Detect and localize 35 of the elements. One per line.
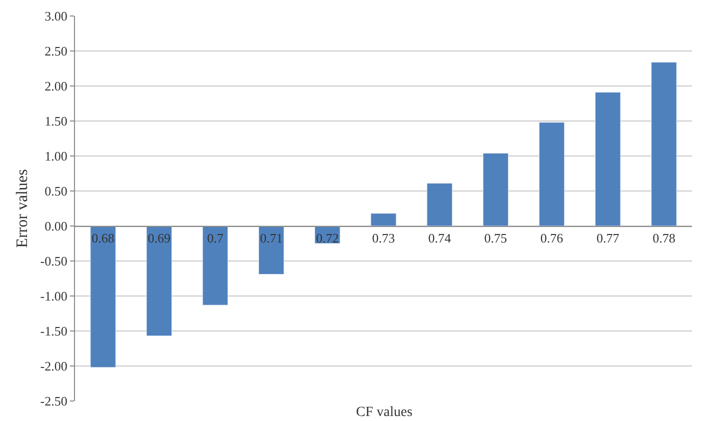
y-tick-label: 2.00: [44, 78, 68, 94]
bar: [426, 183, 452, 226]
bar: [538, 122, 565, 226]
y-tick-label: 0.00: [44, 218, 68, 234]
x-tick-label: 0.69: [148, 230, 171, 246]
y-tick-label: -2.00: [40, 358, 68, 374]
x-tick-label: 0.68: [92, 230, 114, 246]
x-tick-label: 0.74: [428, 230, 452, 246]
bar: [146, 226, 172, 336]
y-tick-label: -2.50: [40, 394, 68, 409]
bar: [482, 152, 509, 226]
y-tick-label: -1.50: [40, 324, 68, 339]
y-axis-title: Error values: [14, 169, 32, 248]
y-tick-label: -0.50: [40, 254, 68, 269]
y-tick-label: 1.00: [44, 148, 68, 164]
bar: [90, 226, 116, 368]
bar: [202, 226, 228, 306]
y-tick-label: 3.00: [44, 8, 68, 24]
x-tick-label: 0.72: [316, 230, 339, 246]
y-tick-label: 0.50: [44, 184, 68, 199]
x-tick-label: 0.76: [540, 230, 564, 246]
x-tick-label: 0.71: [260, 230, 283, 246]
x-tick-label: 0.7: [207, 230, 224, 246]
bar: [258, 226, 284, 275]
x-tick-label: 0.77: [596, 230, 620, 246]
bar: [370, 213, 396, 226]
bar: [651, 62, 677, 226]
bar: [594, 92, 621, 226]
x-axis-title: CF values: [356, 405, 412, 420]
y-tick-label: -1.00: [40, 288, 68, 304]
x-tick-label: 0.75: [484, 230, 508, 246]
y-tick-label: 2.50: [44, 44, 68, 59]
x-tick-label: 0.73: [372, 230, 395, 246]
y-tick-label: 1.50: [44, 114, 68, 129]
x-tick-label: 0.78: [652, 230, 676, 246]
